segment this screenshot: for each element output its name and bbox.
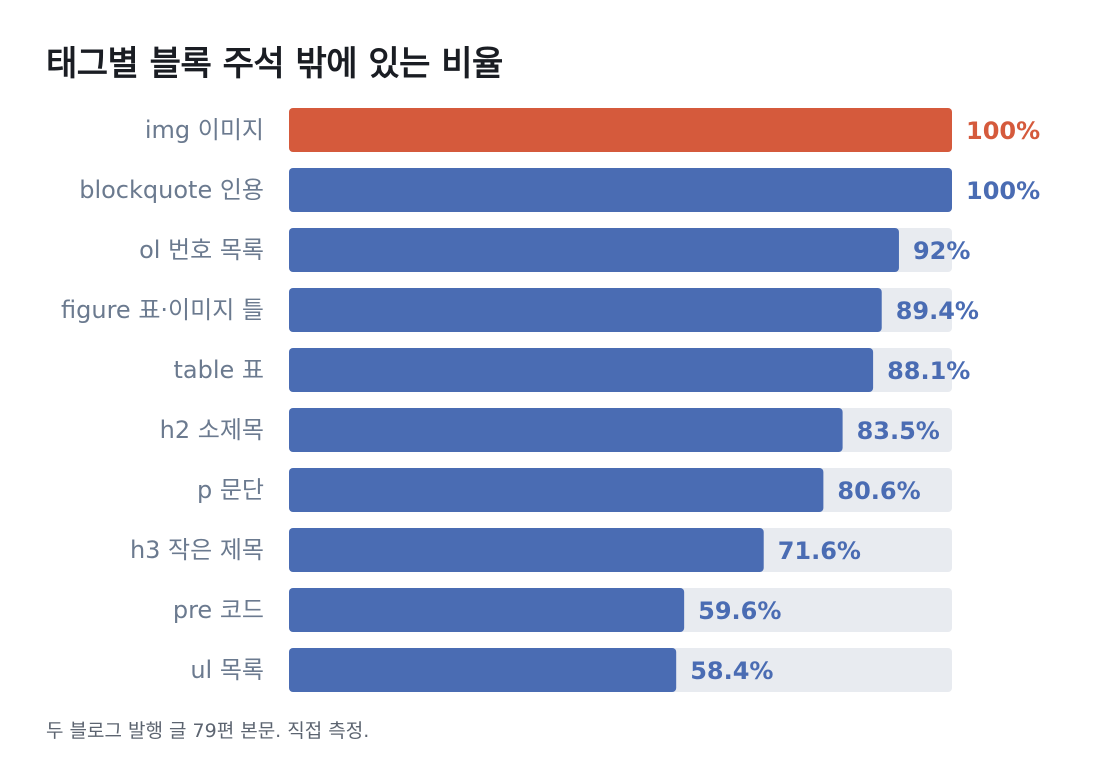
category-label-figure-3: figure 표·이미지 틀 bbox=[61, 296, 264, 324]
value-label-figure-3: 89.4% bbox=[896, 297, 979, 325]
bar-ul-9 bbox=[289, 648, 677, 692]
value-label-blockquote-1: 100% bbox=[966, 177, 1040, 205]
value-label-h2-5: 83.5% bbox=[857, 417, 940, 445]
value-label-ul-9: 58.4% bbox=[690, 657, 773, 685]
value-label-p-6: 80.6% bbox=[837, 477, 920, 505]
chart-footnote: 두 블로그 발행 글 79편 본문. 직접 측정. bbox=[46, 720, 370, 742]
category-label-ul-9: ul 목록 bbox=[190, 656, 264, 684]
category-label-pre-8: pre 코드 bbox=[173, 596, 264, 624]
chart-title: 태그별 블록 주석 밖에 있는 비율 bbox=[46, 44, 503, 84]
category-label-ol-2: ol 번호 목록 bbox=[139, 236, 264, 264]
value-label-pre-8: 59.6% bbox=[698, 597, 781, 625]
bar-h3-7 bbox=[289, 528, 764, 572]
category-label-img-0: img 이미지 bbox=[145, 116, 264, 144]
value-label-h3-7: 71.6% bbox=[778, 537, 861, 565]
value-label-img-0: 100% bbox=[966, 117, 1040, 145]
category-label-blockquote-1: blockquote 인용 bbox=[79, 176, 264, 204]
bar-table-4 bbox=[289, 348, 874, 392]
category-label-h3-7: h3 작은 제목 bbox=[130, 536, 264, 564]
bar-blockquote-1 bbox=[289, 168, 952, 212]
bar-h2-5 bbox=[289, 408, 843, 452]
bar-img-0 bbox=[289, 108, 952, 152]
bar-figure-3 bbox=[289, 288, 882, 332]
category-label-h2-5: h2 소제목 bbox=[160, 416, 264, 444]
category-label-p-6: p 문단 bbox=[197, 476, 264, 504]
category-label-table-4: table 표 bbox=[174, 356, 265, 384]
value-label-ol-2: 92% bbox=[913, 237, 970, 265]
bar-p-6 bbox=[289, 468, 824, 512]
value-label-table-4: 88.1% bbox=[887, 357, 970, 385]
bar-ol-2 bbox=[289, 228, 899, 272]
bar-pre-8 bbox=[289, 588, 685, 632]
